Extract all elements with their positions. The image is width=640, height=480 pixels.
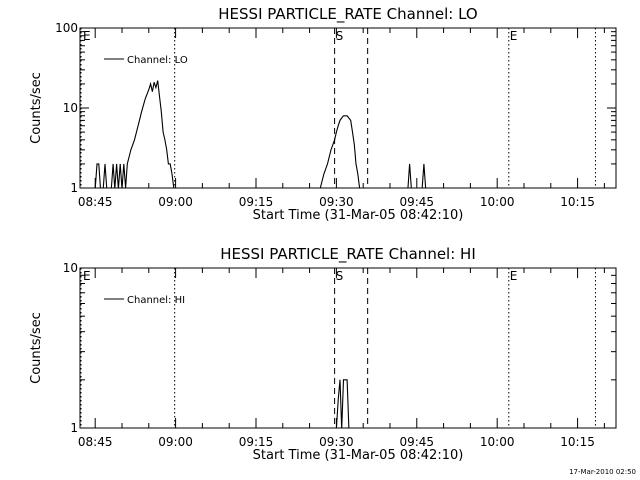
x-tick-label: 09:15 <box>239 195 274 209</box>
y-tick-label: 10 <box>63 101 78 115</box>
x-tick-label: 09:45 <box>399 435 434 449</box>
x-tick-label: 09:30 <box>319 195 354 209</box>
x-tick-label: 09:00 <box>158 435 193 449</box>
legend-label: Channel: LO <box>127 55 188 66</box>
x-tick-label: 10:00 <box>480 435 515 449</box>
series-line <box>335 379 350 428</box>
x-tick-label: 10:15 <box>560 435 595 449</box>
x-tick-label: 10:15 <box>560 195 595 209</box>
marker-label: S <box>336 29 344 43</box>
y-tick-label: 1 <box>70 181 78 195</box>
x-tick-label: 08:45 <box>78 435 113 449</box>
marker-label: E <box>510 269 518 283</box>
x-tick-label: 09:15 <box>239 435 274 449</box>
y-tick-label: 1 <box>70 421 78 435</box>
chart-title: HESSI PARTICLE_RATE Channel: LO <box>218 5 477 24</box>
x-axis-label: Start Time (31-Mar-05 08:42:10) <box>253 208 464 223</box>
timestamp-label: 17-Mar-2010 02:50 <box>569 468 636 476</box>
y-axis-label: Counts/sec <box>29 72 44 144</box>
x-tick-label: 09:45 <box>399 195 434 209</box>
x-tick-label: 08:45 <box>78 195 113 209</box>
x-tick-label: 09:30 <box>319 435 354 449</box>
y-axis-label: Counts/sec <box>29 312 44 384</box>
y-tick-label: 10 <box>63 261 78 275</box>
marker-label: E <box>83 269 91 283</box>
x-axis-label: Start Time (31-Mar-05 08:42:10) <box>253 448 464 463</box>
marker-label: S <box>336 269 344 283</box>
x-tick-label: 10:00 <box>480 195 515 209</box>
x-tick-label: 09:00 <box>158 195 193 209</box>
marker-label: E <box>83 29 91 43</box>
plot-frame <box>79 267 617 429</box>
chart-title: HESSI PARTICLE_RATE Channel: HI <box>220 245 476 264</box>
legend-label: Channel: HI <box>127 295 185 306</box>
series-line <box>94 80 427 188</box>
marker-label: E <box>510 29 518 43</box>
y-tick-label: 100 <box>55 21 78 35</box>
